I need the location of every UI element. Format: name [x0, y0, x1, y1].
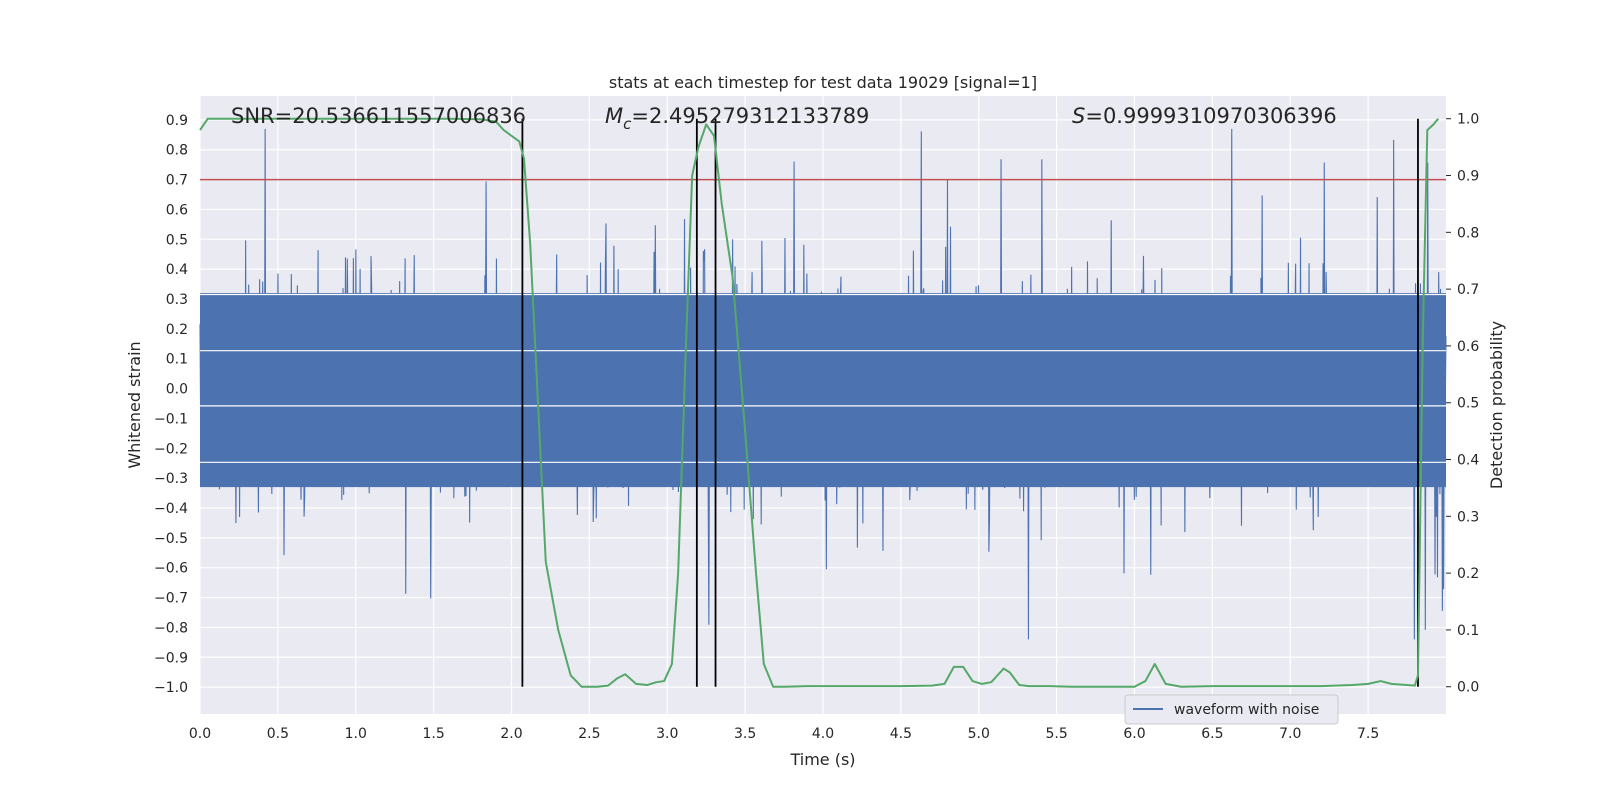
y-tick-label-7: 0.2	[166, 322, 188, 338]
y2-tick-label-6: 0.4	[1457, 453, 1479, 469]
x-axis-ticks: 0.0 0.5 1.0 1.5 2.0 2.5 3.0 3.5 4.0 4.5 5.0 5.5 6.0 6…	[189, 726, 1379, 742]
score-annotation: S=0.9999310970306396	[1072, 104, 1337, 128]
y2-tick-label-10: 0.0	[1457, 680, 1479, 696]
x-tick-label-4: 2.0	[500, 726, 522, 742]
y-tick-label-12: −0.3	[154, 471, 188, 487]
x-tick-label-6: 3.0	[656, 726, 678, 742]
vertical-markers	[521, 118, 1419, 687]
score-symbol: S	[1072, 104, 1085, 128]
y-tick-label-19: −1.0	[154, 680, 188, 696]
x-tick-label-9: 4.5	[890, 726, 912, 742]
y2-tick-label-4: 0.6	[1457, 339, 1479, 355]
y-tick-label-15: −0.6	[154, 561, 188, 577]
y2-axis-label: Detection probability	[1487, 321, 1506, 489]
snr-annotation: SNR=20.536611557006836	[231, 104, 526, 128]
chart-title: stats at each timestep for test data 190…	[609, 73, 1037, 92]
x-tick-label-5: 2.5	[578, 726, 600, 742]
y2-tick-label-8: 0.2	[1457, 566, 1479, 582]
x-tick-label-8: 4.0	[812, 726, 834, 742]
y-tick-label-18: −0.9	[154, 650, 188, 666]
x-tick-label-3: 1.5	[422, 726, 444, 742]
y2-tick-label-1: 0.9	[1457, 169, 1479, 185]
x-tick-label-15: 7.5	[1357, 726, 1379, 742]
y-tick-label-10: −0.1	[154, 411, 188, 427]
legend-box	[1124, 694, 1339, 725]
x-tick-label-7: 3.5	[734, 726, 756, 742]
x-tick-label-14: 7.0	[1279, 726, 1301, 742]
legend: waveform with noise	[1124, 694, 1339, 725]
y-tick-label-17: −0.8	[154, 620, 188, 636]
waveform-series	[199, 128, 1447, 640]
y-tick-label-16: −0.7	[154, 591, 188, 607]
y-tick-label-4: 0.5	[166, 232, 188, 248]
y2-tick-label-0: 1.0	[1457, 112, 1479, 128]
legend-label-waveform: waveform with noise	[1174, 702, 1319, 718]
x-tick-label-12: 6.0	[1123, 726, 1145, 742]
chirp-mass-value: =2.495279312133789	[631, 104, 869, 128]
y-axis-label: Whitened strain	[125, 341, 144, 468]
y2-tick-label-5: 0.5	[1457, 396, 1479, 412]
y-tick-label-1: 0.8	[166, 143, 188, 159]
probability-path	[199, 117, 1439, 688]
chirp-mass-symbol: M	[605, 104, 623, 128]
x-tick-label-1: 0.5	[267, 726, 289, 742]
probability-series	[199, 117, 1439, 688]
y2-tick-label-7: 0.3	[1457, 509, 1479, 525]
y-tick-label-11: −0.2	[154, 441, 188, 457]
y-tick-label-14: −0.5	[154, 531, 188, 547]
x-tick-label-13: 6.5	[1201, 726, 1223, 742]
y2-axis-ticks: 1.0 0.9 0.8 0.7 0.6 0.5 0.4 0.3 0.2 0.1 0.0	[1446, 112, 1479, 696]
y-tick-label-5: 0.4	[166, 262, 188, 278]
y-tick-label-3: 0.6	[166, 202, 188, 218]
chirp-mass-annotation: Mc=2.495279312133789	[605, 104, 869, 133]
y-tick-label-0: 0.9	[166, 113, 188, 129]
y-tick-label-2: 0.7	[166, 173, 188, 189]
y-tick-label-8: 0.1	[166, 352, 188, 368]
y2-tick-label-2: 0.8	[1457, 225, 1479, 241]
x-tick-label-2: 1.0	[345, 726, 367, 742]
score-value: =0.9999310970306396	[1085, 104, 1336, 128]
x-tick-label-11: 5.5	[1045, 726, 1067, 742]
chirp-mass-subscript: c	[623, 115, 632, 133]
y2-tick-label-9: 0.1	[1457, 623, 1479, 639]
x-tick-label-0: 0.0	[189, 726, 211, 742]
x-tick-label-10: 5.0	[968, 726, 990, 742]
y-tick-label-13: −0.4	[154, 501, 188, 517]
waveform-core-band	[200, 293, 1446, 488]
y-axis-ticks: 0.9 0.8 0.7 0.6 0.5 0.4 0.3 0.2 0.1 0.0 −0.1 −0.2 −0…	[154, 113, 188, 696]
y2-tick-label-3: 0.7	[1457, 282, 1479, 298]
y-tick-label-6: 0.3	[166, 292, 188, 308]
y-tick-label-9: 0.0	[166, 382, 188, 398]
x-axis-label: Time (s)	[789, 750, 855, 769]
